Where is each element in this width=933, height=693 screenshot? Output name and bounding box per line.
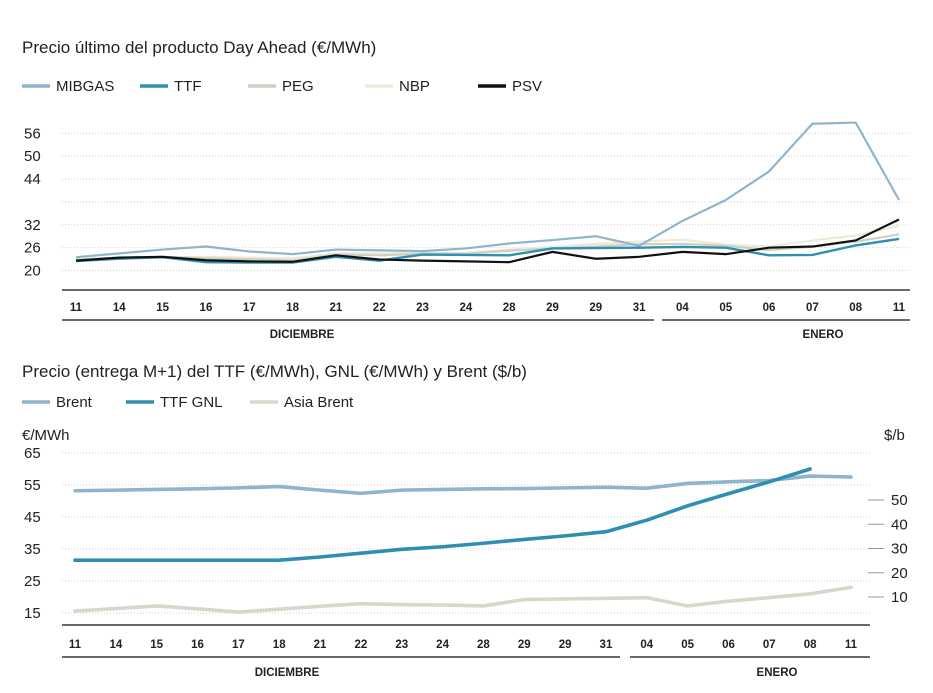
legend-label: PSV [512, 78, 542, 95]
legend-item-psv: PSV [478, 78, 542, 95]
y-tick-label-left: 35 [24, 541, 41, 558]
x-tick-label: 29 [518, 639, 531, 651]
chart2-plot: 15 25 35 45 55 65 10 20 30 40 50 11 14 15 16 17 18 21 22 23… [24, 445, 908, 679]
chart2-right-unit: $/b [884, 427, 905, 444]
x-tick-label: 04 [676, 302, 689, 314]
legend-label: PEG [282, 78, 314, 95]
x-tick-label: 15 [156, 302, 169, 314]
y-tick-label-left: 55 [24, 477, 41, 494]
legend-item-mibgas: MIBGAS [22, 78, 114, 95]
x-tick-label: 14 [109, 639, 122, 651]
y-tick-label: 56 [24, 125, 41, 142]
x-tick-label: 16 [200, 302, 213, 314]
x-tick-label: 16 [191, 639, 204, 651]
legend-item-ttf-gnl: TTF GNL [126, 394, 223, 411]
x-tick-label: 24 [436, 639, 449, 651]
y-tick-label: 32 [24, 217, 41, 234]
legend-label: TTF GNL [160, 394, 223, 411]
month-label: ENERO [757, 667, 798, 679]
x-tick-label: 17 [243, 302, 256, 314]
x-tick-label: 29 [589, 302, 602, 314]
y-tick-label-right: 20 [891, 565, 908, 582]
month-label: DICIEMBRE [270, 329, 335, 341]
legend-item-peg: PEG [248, 78, 314, 95]
legend-label: Brent [56, 394, 93, 411]
x-tick-label: 05 [719, 302, 732, 314]
series-line-ttf [75, 237, 900, 264]
x-tick-label: 31 [633, 302, 646, 314]
y-tick-label-left: 25 [24, 573, 41, 590]
x-tick-label: 08 [849, 302, 862, 314]
chart1-title: Precio último del producto Day Ahead (€/… [22, 38, 376, 57]
x-tick-label: 24 [459, 302, 472, 314]
chart2-left-unit: €/MWh [22, 427, 70, 444]
chart1-legend: MIBGAS TTF PEG NBP PSV [22, 78, 542, 95]
x-tick-label: 11 [70, 302, 83, 314]
x-tick-label: 29 [546, 302, 559, 314]
legend-label: TTF [174, 78, 202, 95]
y-tick-label: 20 [24, 263, 41, 280]
y-tick-label-right: 10 [891, 589, 908, 606]
x-tick-label: 11 [893, 302, 906, 314]
x-tick-label: 23 [395, 639, 408, 651]
month-label: DICIEMBRE [255, 667, 320, 679]
series-line-asia-brent [73, 585, 853, 614]
y-tick-label-left: 15 [24, 605, 41, 622]
legend-item-ttf: TTF [140, 78, 202, 95]
series-line-psv [75, 218, 900, 264]
x-tick-label: 21 [329, 302, 342, 314]
chart2-title: Precio (entrega M+1) del TTF (€/MWh), GN… [22, 362, 527, 381]
x-tick-label: 07 [763, 639, 776, 651]
x-tick-label: 04 [640, 639, 653, 651]
x-tick-label: 28 [503, 302, 516, 314]
legend-item-brent: Brent [22, 394, 93, 411]
x-tick-label: 28 [477, 639, 490, 651]
x-tick-label: 06 [722, 639, 735, 651]
y-tick-label-left: 45 [24, 509, 41, 526]
legend-label: MIBGAS [56, 78, 114, 95]
series-line-mibgas [75, 121, 900, 259]
x-tick-label: 17 [232, 639, 245, 651]
x-tick-label: 05 [681, 639, 694, 651]
series-line-brent [73, 474, 853, 496]
legend-item-nbp: NBP [365, 78, 430, 95]
x-tick-label: 23 [416, 302, 429, 314]
legend-label: NBP [399, 78, 430, 95]
x-tick-label: 29 [559, 639, 572, 651]
chart1-plot: 20 26 32 44 50 56 11 14 15 16 17 18 21 22 23 24 28 29 29 31… [24, 121, 910, 341]
y-tick-label: 50 [24, 148, 41, 165]
series-line-ttf-gnl [73, 467, 812, 563]
month-label: ENERO [803, 329, 844, 341]
legend-label: Asia Brent [284, 394, 354, 411]
y-tick-label-right: 50 [891, 492, 908, 509]
x-tick-label: 07 [806, 302, 819, 314]
y-tick-label-left: 65 [24, 445, 41, 462]
x-tick-label: 14 [113, 302, 126, 314]
y-tick-label: 26 [24, 240, 41, 257]
legend-item-asia-brent: Asia Brent [250, 394, 354, 411]
x-tick-label: 22 [354, 639, 367, 651]
x-tick-label: 08 [804, 639, 817, 651]
y-tick-label: 44 [24, 171, 41, 188]
x-tick-label: 21 [314, 639, 327, 651]
x-tick-label: 18 [286, 302, 299, 314]
chart2-legend: Brent TTF GNL Asia Brent [22, 394, 354, 411]
x-tick-label: 18 [273, 639, 286, 651]
x-tick-label: 11 [845, 639, 858, 651]
x-tick-label: 11 [69, 639, 82, 651]
x-tick-label: 15 [150, 639, 163, 651]
y-tick-label-right: 40 [891, 516, 908, 533]
y-tick-label-right: 30 [891, 541, 908, 558]
x-tick-label: 31 [600, 639, 613, 651]
x-tick-label: 22 [373, 302, 386, 314]
x-tick-label: 06 [763, 302, 776, 314]
